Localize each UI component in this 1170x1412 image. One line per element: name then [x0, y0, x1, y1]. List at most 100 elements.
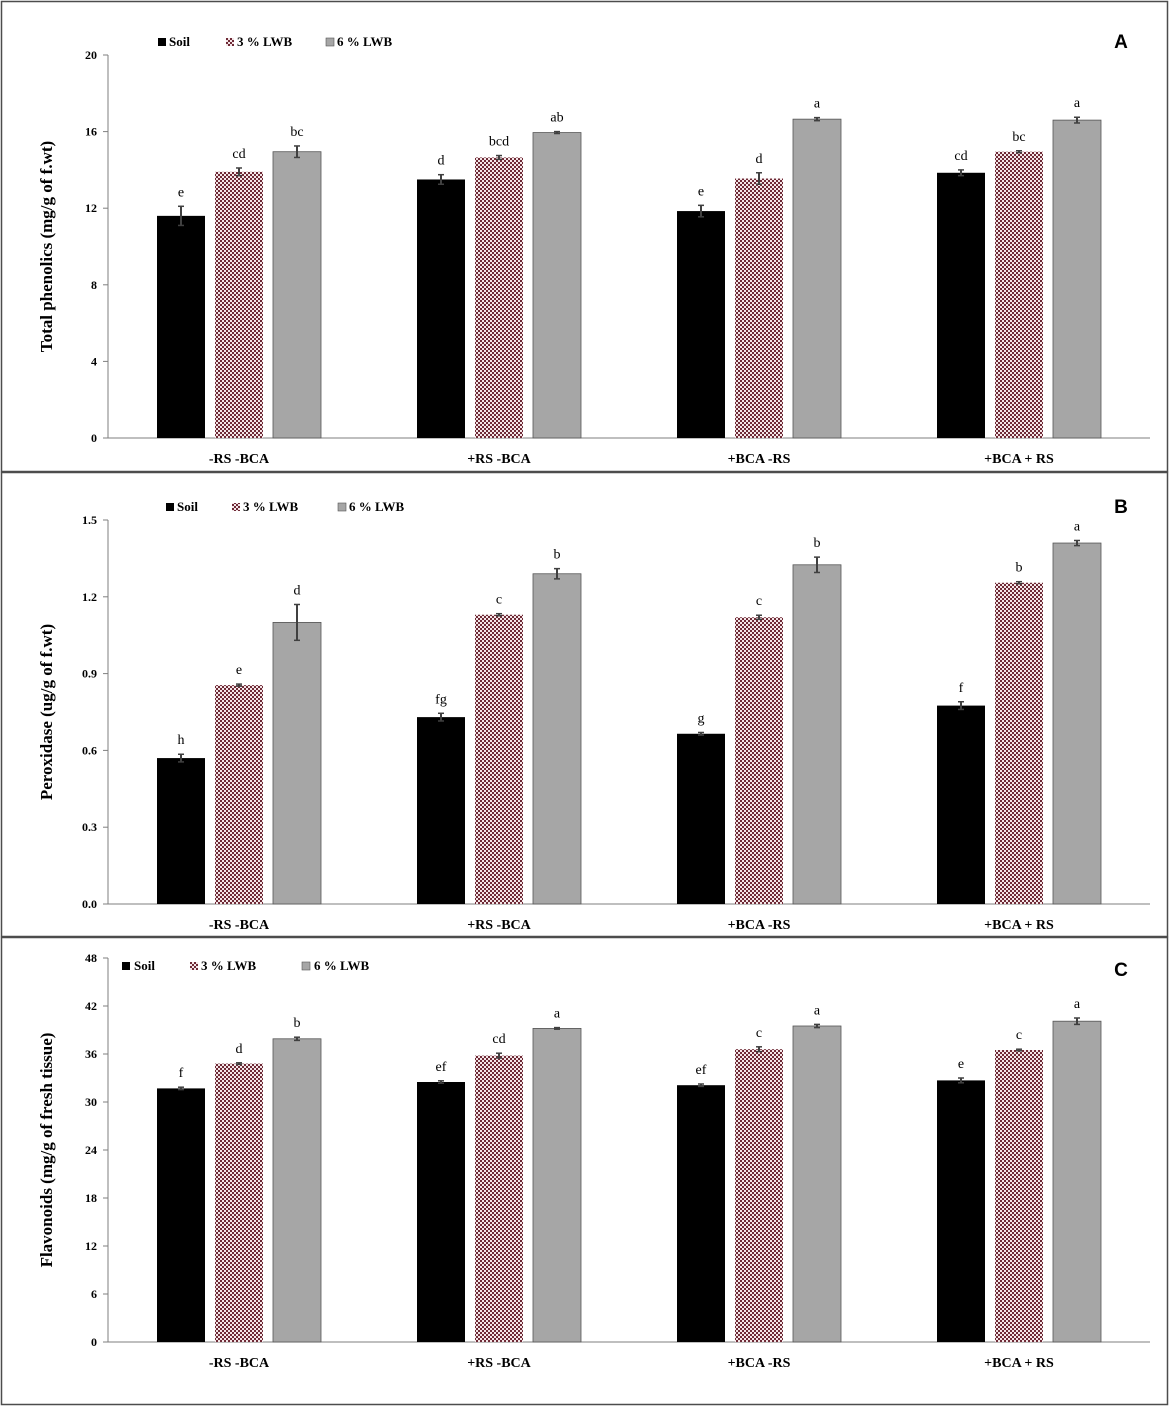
y-tick-label: 12	[85, 1239, 97, 1253]
y-tick-label: 12	[85, 201, 97, 215]
bar-soil	[417, 1082, 465, 1342]
significance-letter: cd	[492, 1032, 505, 1047]
legend-label-lwb3: 3 % LWB	[237, 34, 292, 49]
significance-letter: e	[178, 185, 184, 200]
bar-soil	[677, 211, 725, 438]
x-category-label: +BCA + RS	[984, 918, 1054, 933]
legend-label-lwb3: 3 % LWB	[243, 499, 298, 514]
bar-lwb6	[272, 1038, 322, 1343]
bar-lwb6	[532, 132, 582, 439]
panel-frame	[0, 471, 1169, 938]
y-tick-label: 1.2	[82, 590, 97, 604]
bar-lwb3	[995, 151, 1043, 438]
y-tick-label: 0.3	[82, 820, 97, 834]
significance-letter: ab	[550, 111, 563, 126]
panel-letter: A	[1114, 32, 1128, 53]
bar-lwb3	[735, 178, 783, 438]
legend-label-lwb3: 3 % LWB	[201, 958, 256, 973]
legend-label-soil: Soil	[177, 499, 198, 514]
y-tick-label: 0	[91, 431, 97, 445]
bar-lwb3	[475, 157, 523, 438]
significance-letter: f	[179, 1066, 184, 1081]
significance-letter: a	[1074, 997, 1081, 1012]
y-tick-label: 8	[91, 278, 97, 292]
bar-lwb6	[532, 1028, 582, 1343]
panel-B: 0.0 0.3 0.6 0.9 1.2 1.5 Peroxidase (ug/g of f.…	[0, 471, 1169, 938]
x-category-label: +BCA -RS	[728, 918, 791, 933]
panel-letter: B	[1114, 497, 1128, 518]
legend-swatch-lwb3	[226, 38, 234, 46]
significance-letter: e	[958, 1057, 964, 1072]
y-tick-label: 16	[85, 125, 97, 139]
significance-letter: fg	[435, 692, 447, 707]
significance-letter: ef	[696, 1063, 707, 1078]
significance-letter: c	[756, 1026, 762, 1041]
y-tick-label: 20	[85, 48, 97, 62]
significance-letter: bcd	[489, 135, 509, 150]
x-category-label: +RS -BCA	[467, 1356, 531, 1371]
significance-letter: b	[294, 1016, 301, 1031]
y-axis-title: Peroxidase (ug/g of f.wt)	[37, 624, 56, 800]
bar-lwb3	[995, 582, 1043, 904]
x-category-label: -RS -BCA	[209, 1356, 270, 1371]
bar-lwb6	[1052, 542, 1102, 905]
bar-lwb6	[792, 1025, 842, 1343]
y-tick-label: 0.6	[82, 743, 97, 757]
legend-swatch-lwb3	[190, 962, 198, 970]
significance-letter: bc	[1012, 130, 1025, 145]
significance-letter: b	[1016, 561, 1023, 576]
y-tick-label: 24	[85, 1143, 97, 1157]
legend-label-soil: Soil	[169, 34, 190, 49]
panel-A: 0 4 8 12 16 20 Total phenolics (mg/g of f.wt) -…	[0, 0, 1169, 473]
significance-letter: d	[294, 583, 301, 598]
bar-lwb6	[532, 573, 582, 905]
bar-lwb6	[1052, 119, 1102, 439]
y-tick-label: 36	[85, 1047, 97, 1061]
bar-soil	[677, 733, 725, 904]
legend-swatch-soil	[122, 962, 130, 970]
y-tick-label: 48	[85, 951, 97, 965]
panel-C: 0 6 12 18 24 30 36 42 48 Flavonoids (mg/g of fres…	[0, 936, 1169, 1406]
y-tick-label: 0.0	[82, 897, 97, 911]
legend-swatch-lwb3	[232, 503, 240, 511]
y-tick-label: 30	[85, 1095, 97, 1109]
bar-lwb6	[272, 151, 322, 439]
significance-letter: a	[814, 1003, 821, 1018]
bar-lwb3	[475, 1055, 523, 1342]
bar-soil	[677, 1085, 725, 1342]
y-tick-label: 0	[91, 1335, 97, 1349]
bar-lwb6	[272, 622, 322, 905]
bar-soil	[157, 758, 205, 904]
panel-letter: C	[1114, 960, 1128, 981]
significance-letter: e	[236, 663, 242, 678]
significance-letter: g	[698, 711, 705, 726]
bar-soil	[937, 1080, 985, 1342]
legend-label-lwb6: 6 % LWB	[337, 34, 392, 49]
significance-letter: c	[1016, 1028, 1022, 1043]
x-category-label: +BCA + RS	[984, 1356, 1054, 1371]
y-axis-title: Flavonoids (mg/g of fresh tissue)	[37, 1033, 56, 1268]
significance-letter: a	[814, 97, 821, 112]
y-tick-label: 42	[85, 999, 97, 1013]
x-category-label: +BCA -RS	[728, 452, 791, 467]
x-category-label: +RS -BCA	[467, 918, 531, 933]
significance-letter: f	[959, 681, 964, 696]
significance-letter: c	[756, 594, 762, 609]
bar-lwb3	[735, 617, 783, 904]
y-tick-label: 18	[85, 1191, 97, 1205]
x-category-label: +BCA -RS	[728, 1356, 791, 1371]
bar-lwb3	[995, 1050, 1043, 1342]
legend-label-lwb6: 6 % LWB	[314, 958, 369, 973]
bar-lwb6	[792, 564, 842, 905]
x-category-label: -RS -BCA	[209, 452, 270, 467]
significance-letter: c	[496, 593, 502, 608]
y-tick-label: 1.5	[82, 513, 97, 527]
legend-swatch-lwb6	[301, 961, 311, 971]
x-category-label: +BCA + RS	[984, 452, 1054, 467]
legend-label-soil: Soil	[134, 958, 155, 973]
bar-soil	[417, 179, 465, 438]
bar-lwb3	[215, 1063, 263, 1342]
